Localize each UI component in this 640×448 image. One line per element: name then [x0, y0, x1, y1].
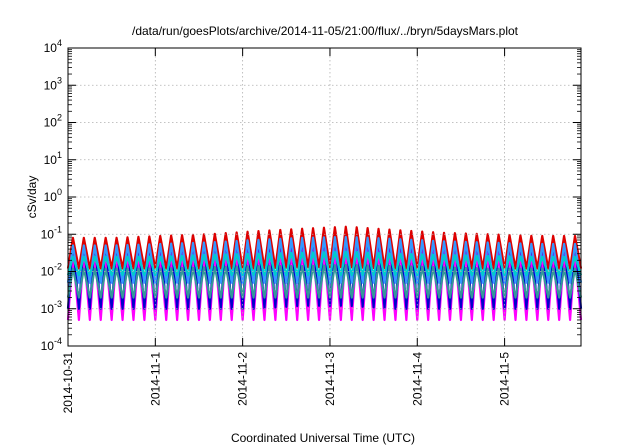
ticks-layer: 10-410-310-210-11001011021031042014-10-3…: [41, 38, 581, 413]
y-tick-label-base: 10: [41, 265, 55, 279]
x-tick-label: 2014-11-1: [148, 352, 162, 406]
grid-layer: [68, 48, 581, 346]
y-tick-label: 100: [44, 187, 62, 204]
y-tick-label-base: 10: [44, 153, 58, 167]
y-tick-label-exponent: 4: [57, 38, 62, 48]
y-tick-label: 102: [44, 113, 62, 130]
y-tick-label-exponent: 1: [57, 150, 62, 160]
series-line-2: [66, 225, 583, 270]
y-tick-label: 10-4: [41, 336, 62, 353]
chart-title: /data/run/goesPlots/archive/2014-11-05/2…: [132, 24, 519, 38]
y-tick-label-exponent: -3: [54, 299, 62, 309]
y-tick-label-base: 10: [41, 227, 55, 241]
y-tick-label-base: 10: [44, 116, 58, 130]
x-axis-label: Coordinated Universal Time (UTC): [231, 431, 415, 445]
y-tick-label-base: 10: [44, 41, 58, 55]
x-tick-label: 2014-11-4: [410, 352, 424, 406]
y-tick-label: 104: [44, 38, 62, 55]
x-tick-label: 2014-11-5: [498, 352, 512, 406]
y-tick-label: 10-2: [41, 262, 62, 279]
y-tick-label-exponent: -1: [54, 224, 62, 234]
y-tick-label-exponent: 3: [57, 75, 62, 85]
y-tick-label: 103: [44, 75, 62, 92]
y-tick-label-exponent: -2: [54, 262, 62, 272]
x-tick-label: 2014-11-3: [323, 352, 337, 406]
x-tick-label: 2014-10-31: [61, 352, 75, 414]
y-tick-label-exponent: -4: [54, 336, 62, 346]
x-tick-label: 2014-11-2: [236, 352, 250, 406]
y-tick-label-base: 10: [41, 339, 55, 353]
y-tick-label-exponent: 0: [57, 187, 62, 197]
y-axis-label: cSv/day: [25, 176, 39, 219]
y-tick-label: 10-1: [41, 224, 62, 241]
series-layer: [66, 225, 583, 322]
y-tick-label: 101: [44, 150, 62, 167]
y-tick-label: 10-3: [41, 299, 62, 316]
y-tick-label-base: 10: [44, 78, 58, 92]
series-line-5: [66, 263, 583, 299]
y-tick-label-base: 10: [44, 190, 58, 204]
y-tick-label-base: 10: [41, 302, 55, 316]
y-tick-label-exponent: 2: [57, 113, 62, 123]
series-line-4: [66, 250, 583, 277]
